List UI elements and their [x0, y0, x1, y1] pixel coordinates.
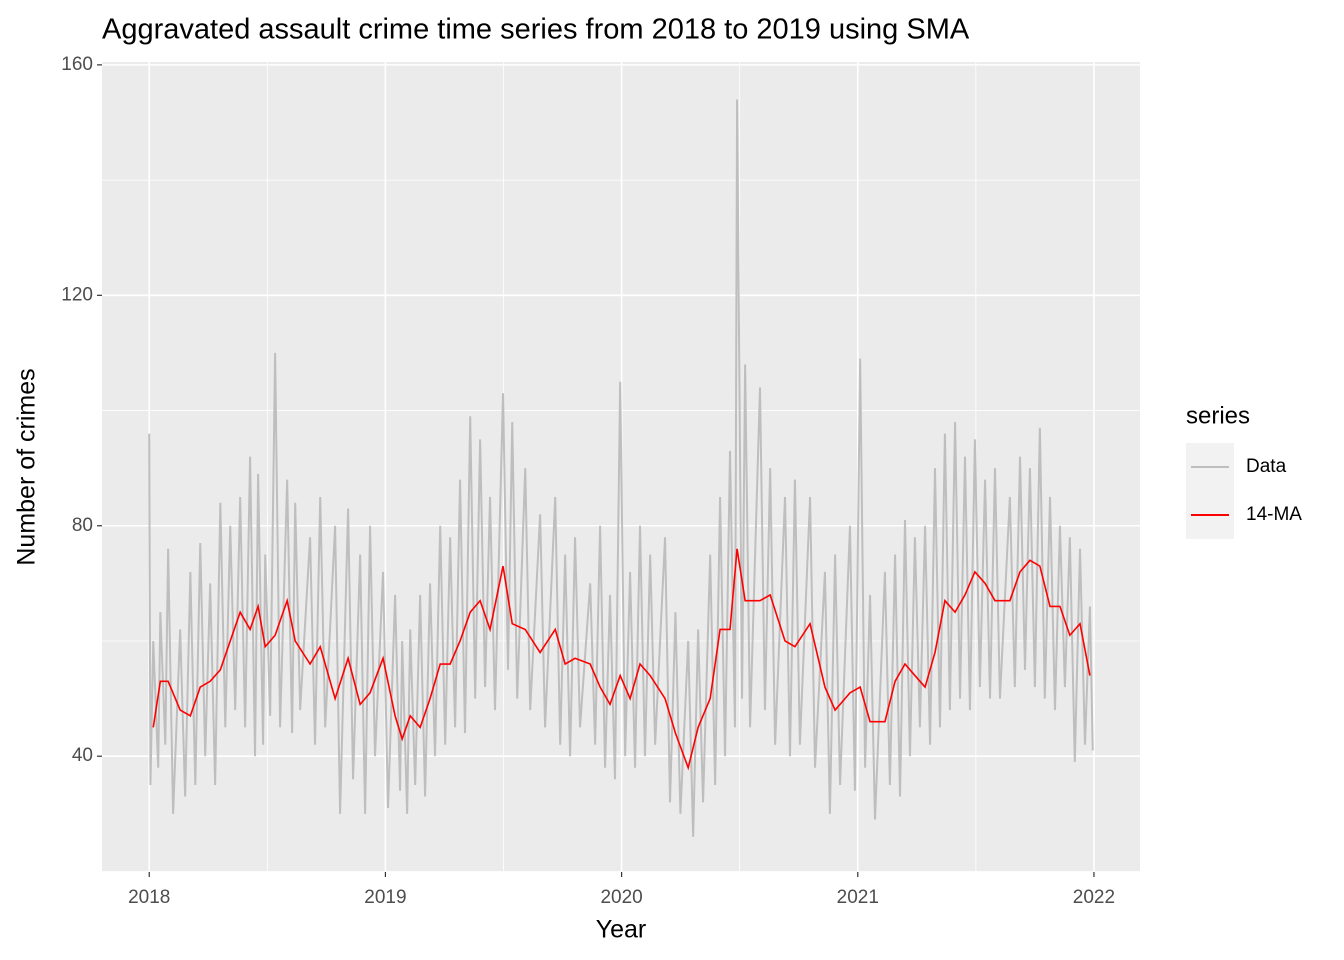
series-line — [152, 548, 1091, 771]
y-tick-label: 120 — [61, 284, 93, 305]
marks — [148, 99, 1094, 837]
y-tick-label: 160 — [61, 54, 93, 75]
y-axis-title: Number of crimes — [13, 368, 41, 565]
legend: Data 14-MA — [1186, 443, 1302, 539]
x-axis-title: Year — [596, 916, 647, 944]
x-tick-label: 2020 — [600, 887, 642, 908]
legend-title: series — [1186, 402, 1250, 429]
y-tick-label: 40 — [72, 745, 93, 766]
x-tick-label: 2018 — [128, 887, 170, 908]
x-tick-label: 2022 — [1073, 887, 1115, 908]
legend-label: 14-MA — [1246, 504, 1302, 525]
x-tick-label: 2021 — [837, 887, 879, 908]
y-tick-label: 80 — [72, 515, 93, 536]
x-tick-label: 2019 — [364, 887, 406, 908]
series-line — [148, 99, 1094, 837]
legend-label: Data — [1246, 456, 1287, 477]
chart-title: Aggravated assault crime time series fro… — [102, 14, 970, 46]
